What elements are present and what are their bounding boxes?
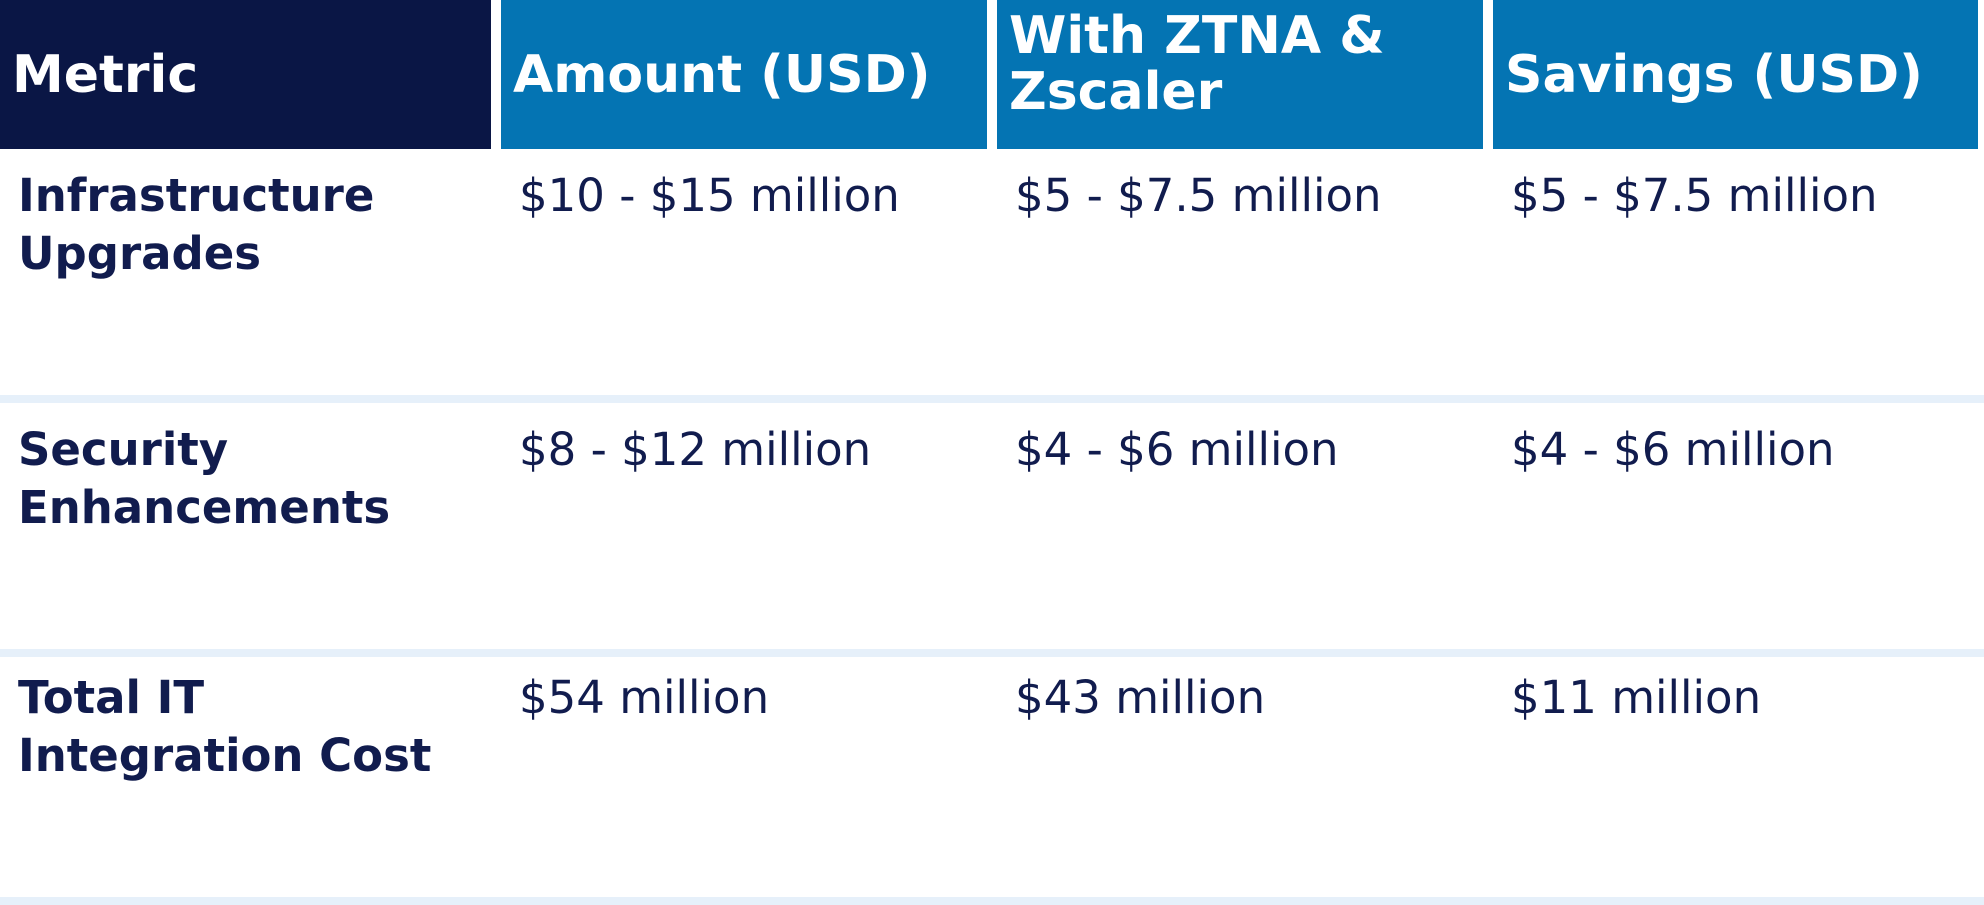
table-cell: $5 - $7.5 million: [1015, 169, 1382, 222]
table-cell: $43 million: [1015, 671, 1266, 724]
table-cell: $5 - $7.5 million: [1511, 169, 1878, 222]
table-cell: $8 - $12 million: [519, 423, 872, 476]
row-label: Total IT Integration Cost: [18, 671, 432, 782]
table-cell: $11 million: [1511, 671, 1762, 724]
table-cell: $4 - $6 million: [1511, 423, 1835, 476]
row-label: Security Enhancements: [18, 423, 391, 534]
row-divider: [0, 649, 1984, 657]
row-divider: [0, 395, 1984, 403]
header-cell: Metric: [0, 0, 491, 149]
row-label: Infrastructure Upgrades: [18, 169, 375, 280]
header-cell: With ZTNA & Zscaler: [997, 0, 1483, 149]
header-cell: Savings (USD): [1493, 0, 1978, 149]
table-cell: $10 - $15 million: [519, 169, 900, 222]
row-divider: [0, 897, 1984, 905]
header-cell: Amount (USD): [501, 0, 987, 149]
table-cell: $4 - $6 million: [1015, 423, 1339, 476]
table-cell: $54 million: [519, 671, 770, 724]
